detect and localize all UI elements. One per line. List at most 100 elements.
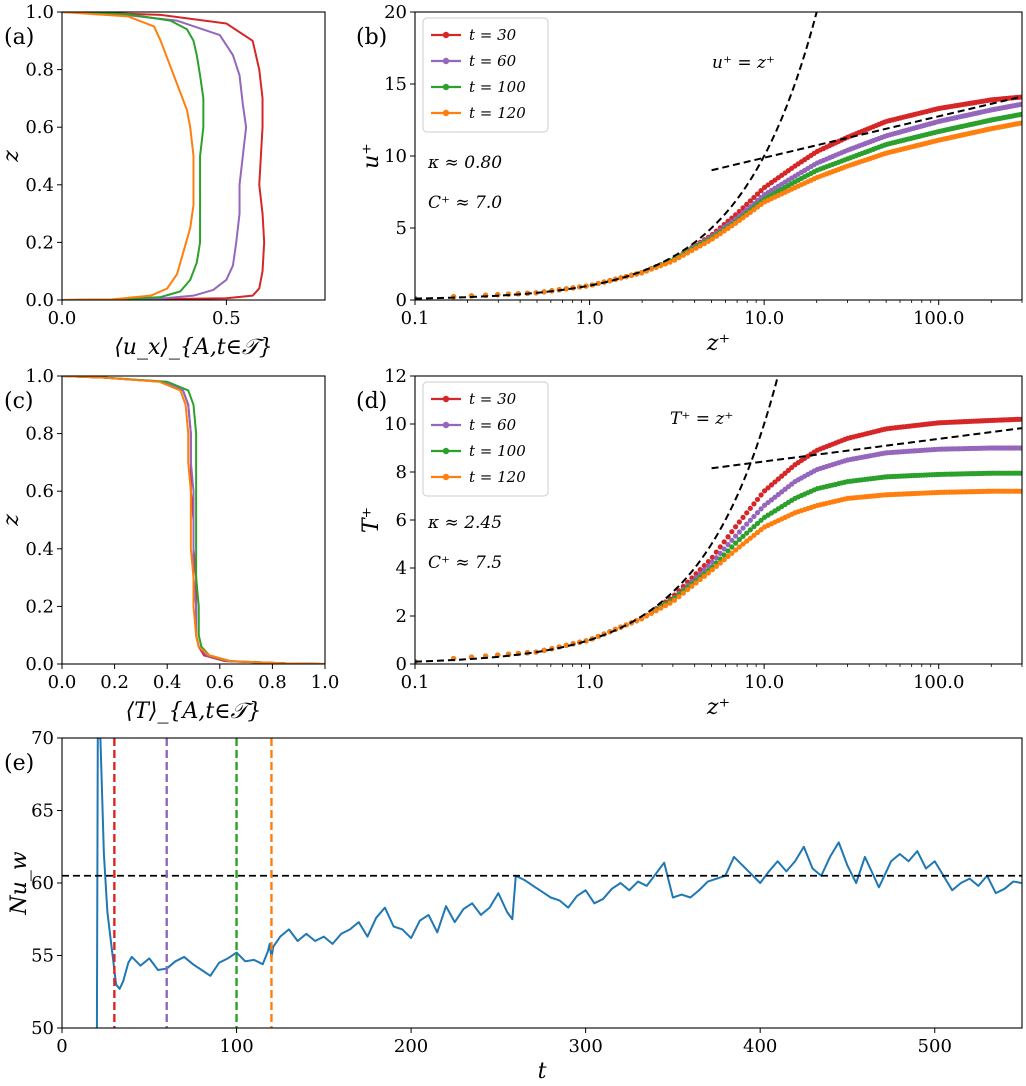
x-tick-label: 300 [568,1036,602,1057]
plot-area [415,376,1022,664]
data-point [713,555,719,561]
data-point [676,255,682,261]
data-point [725,542,731,548]
x-tick-label: 0.1 [401,672,430,693]
plot-area [62,12,266,300]
panel-label: (d) [356,389,387,414]
axes-frame [61,11,326,301]
series-line [62,12,266,300]
x-tick-label: 10.0 [744,308,784,329]
data-point [740,514,746,521]
data-point [701,567,707,573]
x-tick-label: 0.0 [48,308,77,329]
x-axis-label: z⁺ [706,695,730,720]
data-point [751,207,757,213]
y-tick-label: 4 [396,558,407,579]
y-tick-label: 60 [31,873,54,894]
y-tick-label: 5 [396,218,407,239]
data-point [685,250,691,256]
y-tick-label: 1.0 [25,2,54,23]
data-point [740,525,746,531]
x-tick-label: 10.0 [744,672,784,693]
legend-frame [422,381,549,497]
legend: t = 30 t = 60 t = 100 t = 120 [422,381,549,497]
data-point [775,476,781,482]
legend-marker [442,31,450,39]
data-point [772,479,778,485]
annotation: κ ≈ 0.80 [427,153,502,173]
data-point [638,270,645,276]
panel-label: (c) [4,389,34,414]
data-point [754,191,761,197]
data-point [729,529,735,535]
data-point [1019,445,1022,451]
data-point [733,547,739,553]
data-point [1019,416,1022,422]
data-point [747,209,753,215]
data-point [701,240,707,247]
x-tick-label: 500 [918,1036,952,1057]
data-point [747,198,753,204]
data-point [1019,94,1022,100]
y-tick-label: 0.8 [25,60,54,81]
data-point [671,257,678,263]
legend-frame [422,17,549,133]
y-tick-label: 0.4 [25,539,54,560]
x-tick-label: 100.0 [913,308,965,329]
data-point [733,524,739,530]
x-tick-label: 0.5 [212,308,241,329]
viscous-fit-line [415,12,818,300]
data-point [721,546,727,552]
legend-label: t = 30 [469,26,517,44]
series-line [62,12,195,300]
annotation: C⁺ ≈ 7.5 [428,553,502,573]
data-point [754,520,761,527]
data-point [747,505,753,511]
data-point [744,530,750,536]
x-tick-label: 0.4 [153,672,182,693]
data-point [751,524,757,530]
x-tick-label: 0.6 [205,672,234,693]
x-tick-label: 1.0 [575,308,604,329]
x-tick-label: 0 [56,1036,67,1057]
data-point [1019,470,1022,476]
x-tick-label: 0.2 [100,672,129,693]
legend-marker [442,109,450,117]
series-markers [415,120,1022,300]
panel-b: 0.1 1.0 10.0 100.0 0 5 10 15 20(b) u⁺ z⁺ u⁺ = z⁺ κ ≈… [356,2,1023,356]
y-tick-label: 0.6 [25,481,54,502]
x-axis-label: z⁺ [706,331,730,356]
data-point [697,576,703,583]
y-tick-label: 0.0 [25,654,54,675]
y-tick-label: 0 [396,290,407,311]
data-point [736,217,742,224]
legend-marker [442,395,450,403]
annotation: C⁺ ≈ 7.0 [428,193,502,213]
x-axis-label: t [538,1059,547,1084]
x-axis-label: ⟨u_x⟩_{A,t∈𝒯} [114,335,273,360]
data-point [1019,488,1022,494]
data-point [680,590,686,596]
y-axis-label: z [0,514,24,527]
plot-area [62,376,325,664]
data-point [744,538,750,544]
data-point [701,562,707,569]
series-line [62,12,205,300]
data-point [729,544,735,550]
data-point [751,532,757,538]
data-point [1019,111,1022,117]
data-point [671,597,678,603]
data-point [736,537,742,543]
y-tick-label: 8 [396,462,407,483]
series-line [62,376,325,664]
data-point [747,517,753,523]
x-tick-label: 0.0 [48,672,77,693]
data-point [709,236,716,242]
data-point [729,537,735,543]
data-point [709,567,716,573]
nu-series-line [95,738,1022,1028]
data-point [697,243,703,249]
data-point [693,571,699,577]
data-point [736,529,742,535]
log-fit-line [711,95,1022,172]
